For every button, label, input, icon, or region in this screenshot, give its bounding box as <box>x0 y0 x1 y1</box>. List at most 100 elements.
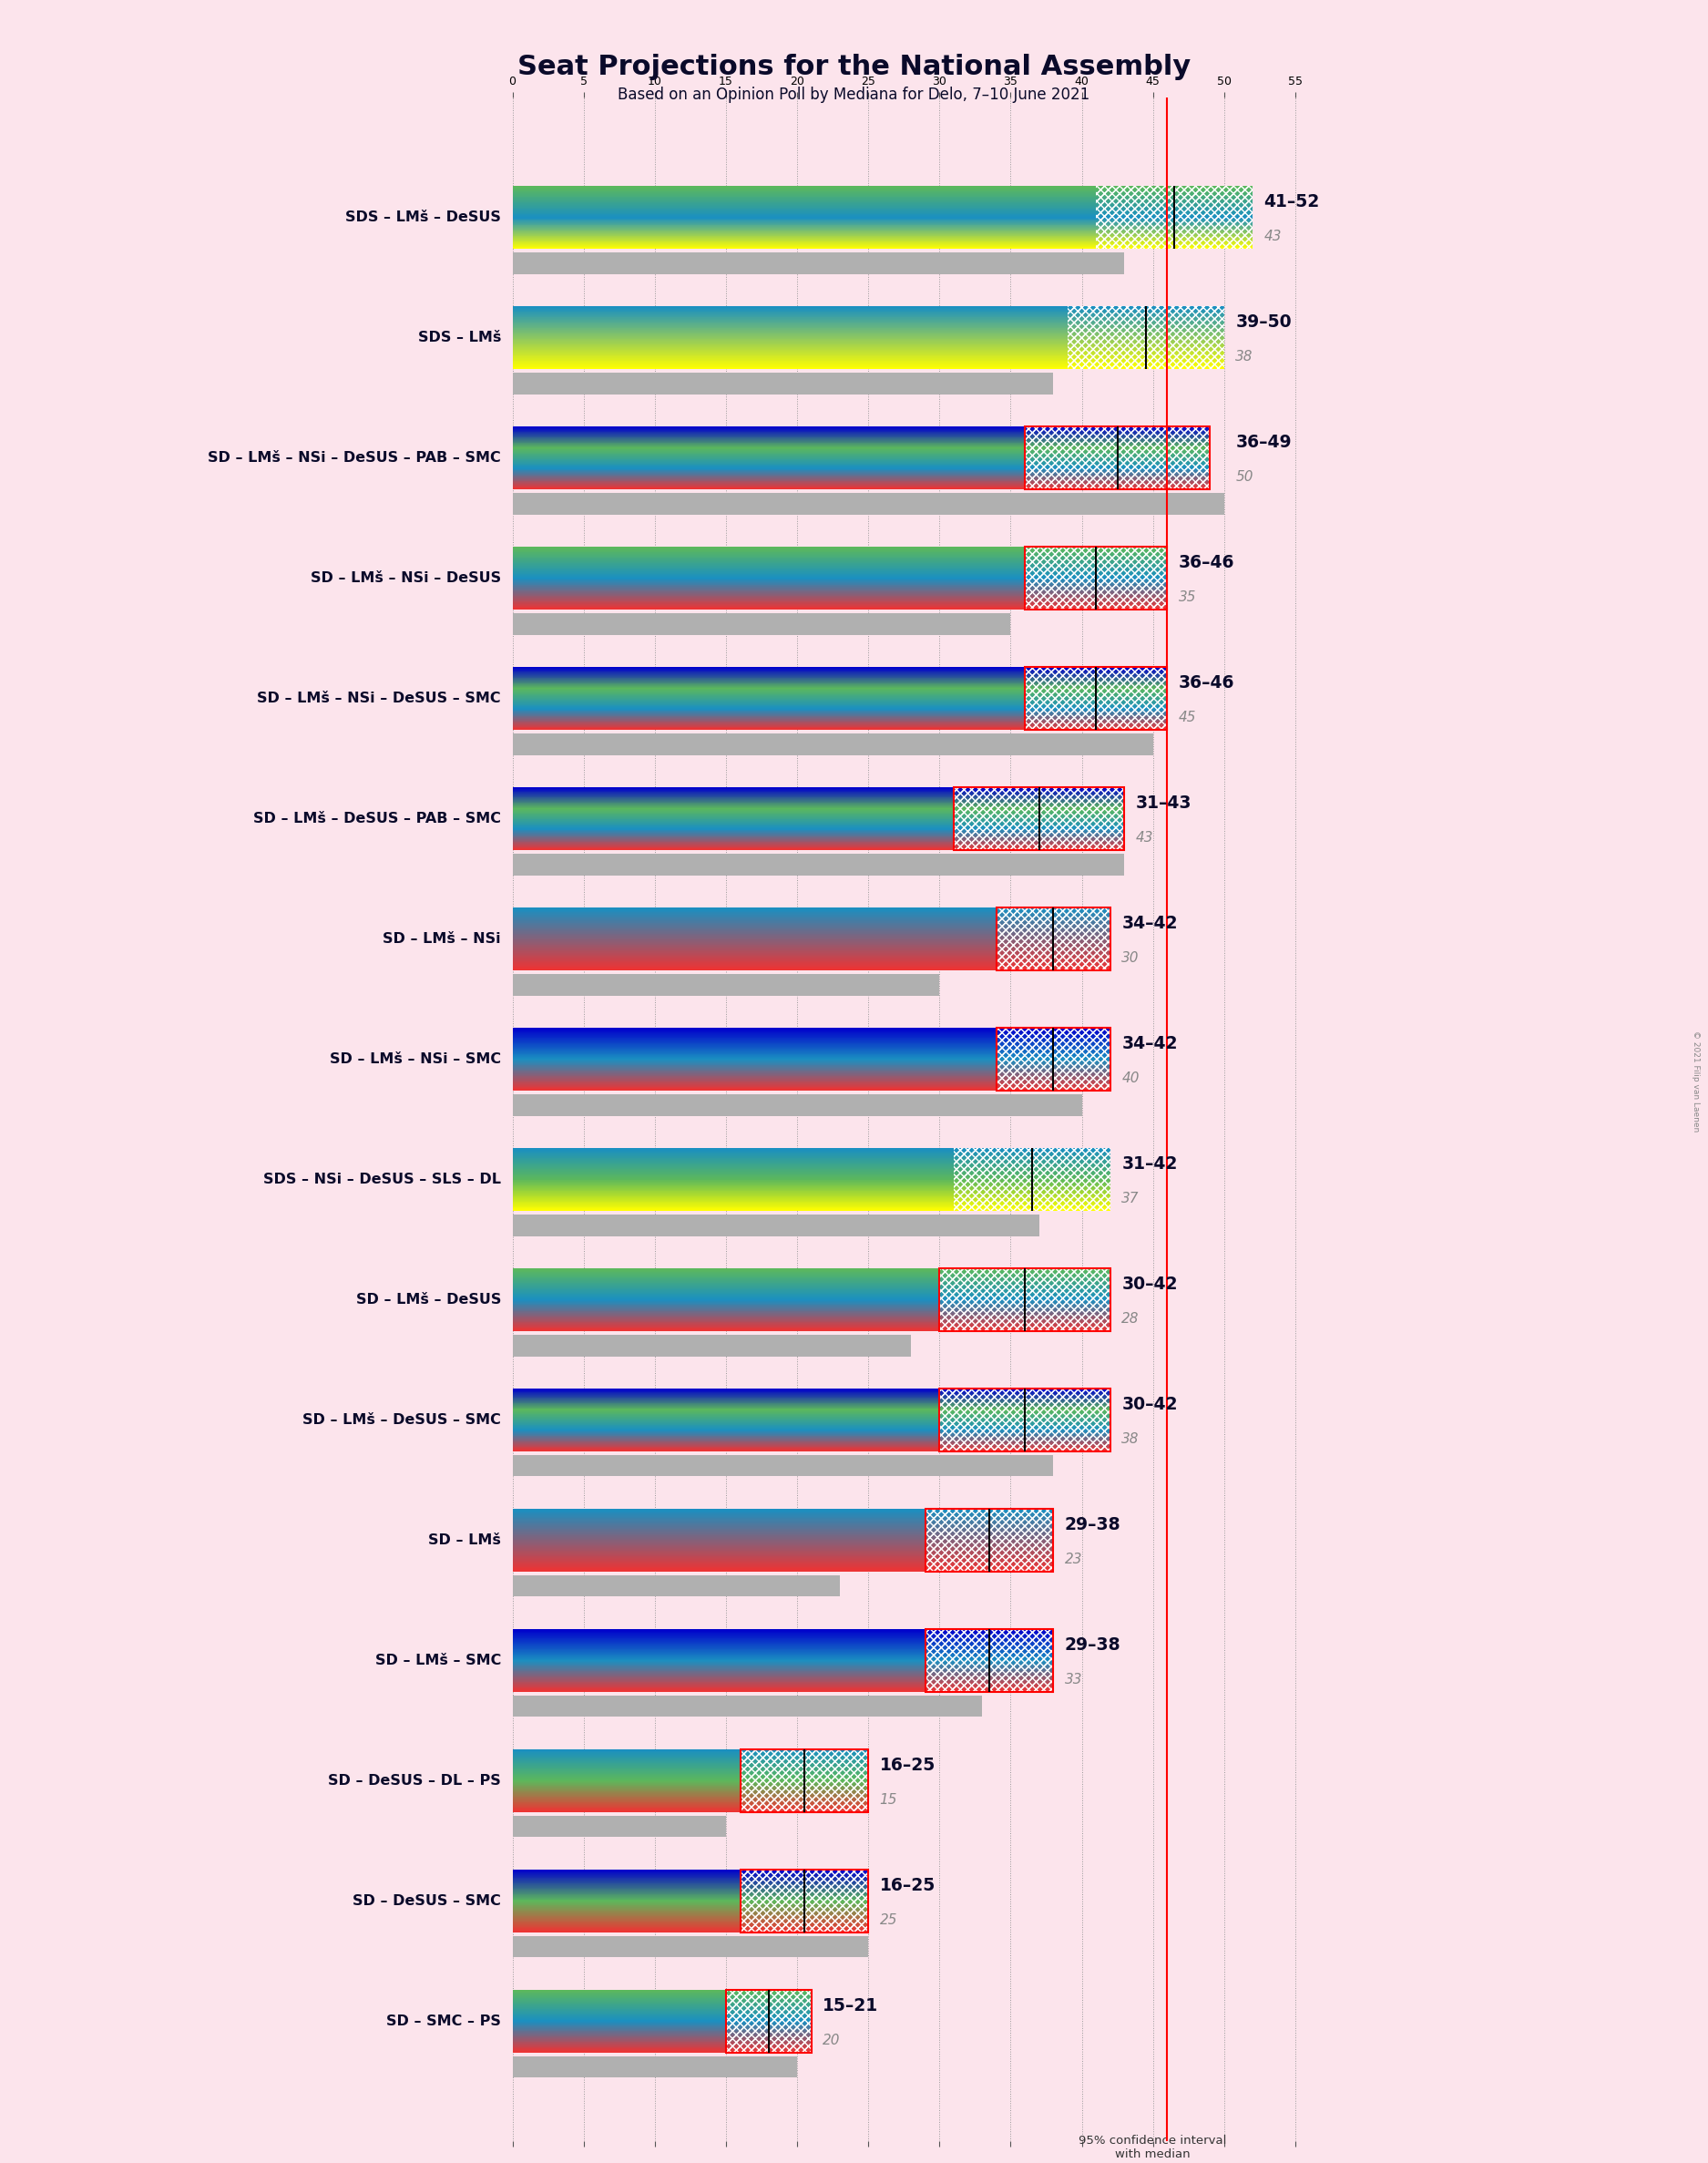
Text: 31–43: 31–43 <box>1136 794 1192 811</box>
Text: 29–38: 29–38 <box>1064 1516 1120 1534</box>
Text: 37: 37 <box>1122 1192 1139 1205</box>
Bar <box>939 1389 1110 1451</box>
Text: 41–52: 41–52 <box>1264 193 1320 210</box>
Bar <box>1025 547 1167 610</box>
Bar <box>996 1027 1110 1090</box>
Text: 16–25: 16–25 <box>880 1756 936 1774</box>
Bar <box>1025 426 1209 489</box>
Text: 23: 23 <box>1064 1553 1083 1566</box>
Bar <box>740 1869 868 1932</box>
Bar <box>1025 666 1167 729</box>
Bar <box>512 1815 726 1836</box>
Bar <box>512 1213 1038 1235</box>
Bar <box>512 2057 798 2079</box>
Bar <box>953 1149 1110 1211</box>
Text: 40: 40 <box>1122 1071 1139 1086</box>
Text: 43: 43 <box>1136 831 1153 846</box>
Text: 38: 38 <box>1235 350 1254 363</box>
Text: 30: 30 <box>1122 952 1139 965</box>
Bar <box>512 253 1124 275</box>
Bar <box>953 787 1124 850</box>
Text: SD – LMš – NSi – DeSUS: SD – LMš – NSi – DeSUS <box>311 571 500 586</box>
Text: 16–25: 16–25 <box>880 1877 936 1895</box>
Text: SD – LMš – NSi – SMC: SD – LMš – NSi – SMC <box>330 1053 500 1066</box>
Bar <box>512 493 1225 515</box>
Bar <box>512 612 1011 634</box>
Text: SD – SMC – PS: SD – SMC – PS <box>386 2014 500 2029</box>
Bar <box>1068 307 1225 370</box>
Bar <box>1097 186 1252 249</box>
Text: 35: 35 <box>1179 590 1196 603</box>
Text: SD – LMš – NSi – DeSUS – PAB – SMC: SD – LMš – NSi – DeSUS – PAB – SMC <box>208 452 500 465</box>
Text: SD – DeSUS – DL – PS: SD – DeSUS – DL – PS <box>328 1774 500 1787</box>
Text: SD – LMš: SD – LMš <box>429 1534 500 1547</box>
Text: SDS – LMš: SDS – LMš <box>418 331 500 344</box>
Bar <box>512 1936 868 1958</box>
Text: 25: 25 <box>880 1914 897 1927</box>
Text: SD – LMš – DeSUS – SMC: SD – LMš – DeSUS – SMC <box>302 1412 500 1428</box>
Bar <box>939 1268 1110 1330</box>
Bar <box>996 908 1110 971</box>
Bar <box>926 1510 1054 1573</box>
Bar <box>996 1027 1110 1090</box>
Bar <box>926 1629 1054 1691</box>
Text: SD – LMš – NSi: SD – LMš – NSi <box>383 932 500 945</box>
Bar <box>926 1629 1054 1691</box>
Text: 15–21: 15–21 <box>823 1996 878 2014</box>
Bar <box>996 908 1110 971</box>
Bar <box>740 1750 868 1813</box>
Bar <box>939 1389 1110 1451</box>
Text: SDS – NSi – DeSUS – SLS – DL: SDS – NSi – DeSUS – SLS – DL <box>263 1172 500 1185</box>
Bar <box>512 854 1124 876</box>
Text: 30–42: 30–42 <box>1122 1395 1177 1412</box>
Text: 28: 28 <box>1122 1313 1139 1326</box>
Bar <box>512 372 1054 394</box>
Text: SD – DeSUS – SMC: SD – DeSUS – SMC <box>352 1895 500 1908</box>
Bar <box>953 787 1124 850</box>
Bar <box>1025 426 1209 489</box>
Bar <box>939 1268 1110 1330</box>
Bar <box>512 1696 982 1717</box>
Bar <box>726 1990 811 2053</box>
Text: SD – LMš – SMC: SD – LMš – SMC <box>376 1653 500 1668</box>
Bar <box>1025 547 1167 610</box>
Bar <box>512 1575 840 1596</box>
Text: 50: 50 <box>1235 469 1254 485</box>
Bar <box>939 1389 1110 1451</box>
Text: 30–42: 30–42 <box>1122 1276 1177 1293</box>
Bar <box>996 908 1110 971</box>
Bar <box>926 1629 1054 1691</box>
Bar <box>939 1268 1110 1330</box>
Bar <box>1025 666 1167 729</box>
Text: 38: 38 <box>1122 1432 1139 1447</box>
Bar <box>512 973 939 995</box>
Bar <box>740 1750 868 1813</box>
Text: 36–49: 36–49 <box>1235 435 1291 452</box>
Text: SD – LMš – DeSUS: SD – LMš – DeSUS <box>355 1293 500 1306</box>
Bar <box>512 1335 910 1356</box>
Bar <box>740 1869 868 1932</box>
Bar <box>1068 307 1225 370</box>
Text: 43: 43 <box>1264 229 1281 244</box>
Text: 29–38: 29–38 <box>1064 1635 1120 1653</box>
Text: 15: 15 <box>880 1793 897 1806</box>
Text: Based on an Opinion Poll by Mediana for Delo, 7–10 June 2021: Based on an Opinion Poll by Mediana for … <box>618 87 1090 104</box>
Bar <box>740 1869 868 1932</box>
Bar <box>1025 426 1209 489</box>
Bar <box>1025 666 1167 729</box>
Bar <box>953 787 1124 850</box>
Bar <box>512 1456 1054 1477</box>
Text: 45: 45 <box>1179 712 1196 725</box>
Bar <box>726 1990 811 2053</box>
Bar <box>953 1149 1110 1211</box>
Text: 36–46: 36–46 <box>1179 675 1235 692</box>
Text: 34–42: 34–42 <box>1122 1034 1177 1051</box>
Text: © 2021 Filip van Laenen: © 2021 Filip van Laenen <box>1693 1032 1699 1131</box>
Text: 20: 20 <box>823 2033 840 2046</box>
Text: 31–42: 31–42 <box>1122 1155 1177 1172</box>
Bar <box>512 733 1153 755</box>
Text: 95% confidence interval
with median: 95% confidence interval with median <box>1079 2135 1226 2161</box>
Text: SDS – LMš – DeSUS: SDS – LMš – DeSUS <box>345 210 500 225</box>
Text: 39–50: 39–50 <box>1235 314 1291 331</box>
Text: SD – LMš – DeSUS – PAB – SMC: SD – LMš – DeSUS – PAB – SMC <box>253 811 500 826</box>
